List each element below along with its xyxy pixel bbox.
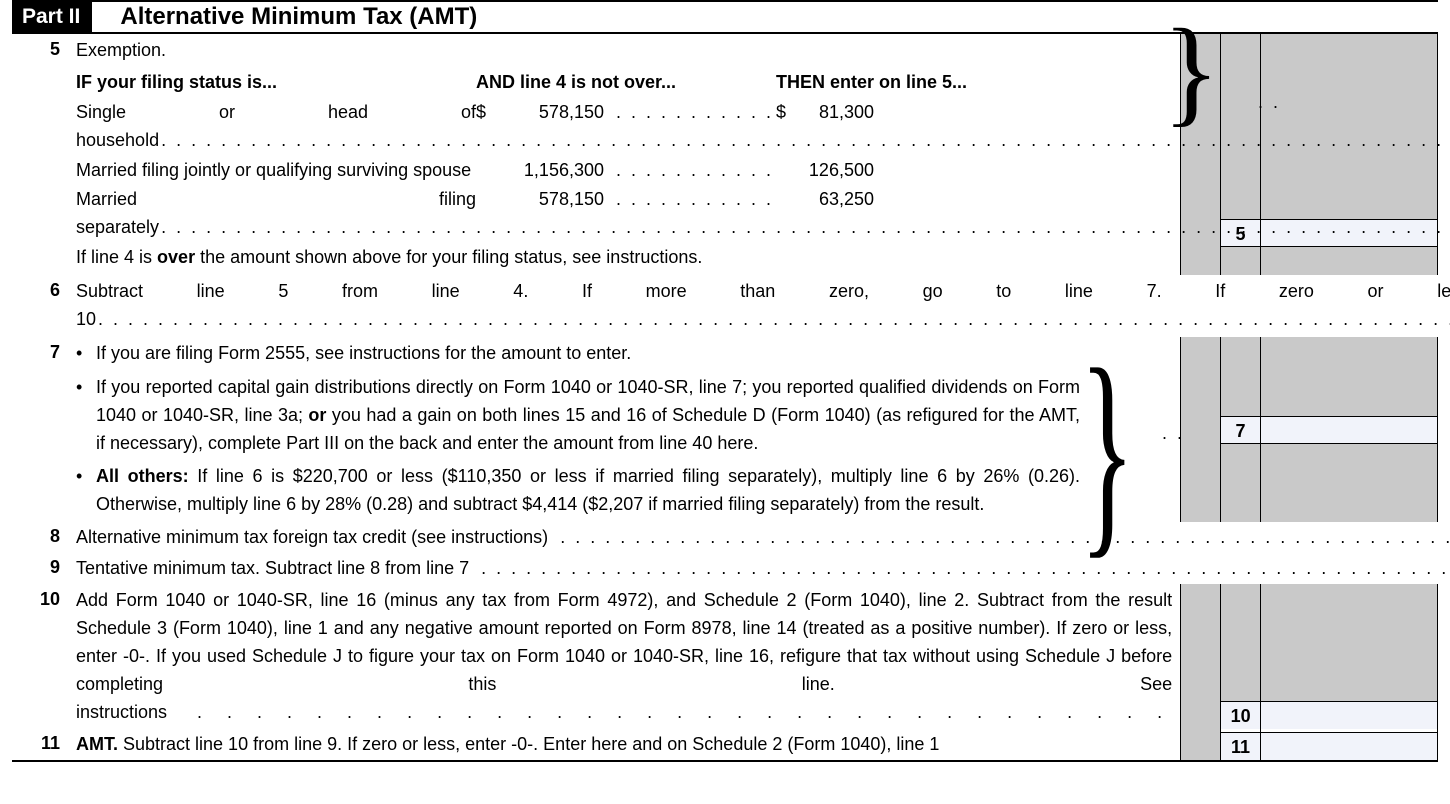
curly-brace-icon: } <box>1162 11 1220 131</box>
line-5: 5 Exemption. IF your filing status is...… <box>12 34 1438 275</box>
line-5-exemption-head: Exemption. <box>76 37 1180 65</box>
form-part-ii: Part II Alternative Minimum Tax (AMT) 5 … <box>0 0 1450 762</box>
dot-leader <box>469 555 1450 583</box>
exemption-value: 126,500 <box>800 157 880 185</box>
line-number: 9 <box>12 555 76 583</box>
line-box-number: 11 <box>1221 732 1260 760</box>
line-box-number: 7 <box>1221 416 1260 444</box>
curly-brace-icon: } <box>1079 335 1134 565</box>
col-exemption: THEN enter on line 5... <box>776 69 967 97</box>
part-label: Part II <box>12 2 92 32</box>
bullet-icon: • <box>76 374 96 458</box>
amt-label: AMT. <box>76 734 118 754</box>
line-number: 8 <box>12 524 76 552</box>
line-8-text: Alternative minimum tax foreign tax cred… <box>76 524 548 552</box>
filing-status: Married filing jointly or qualifying sur… <box>76 160 471 180</box>
amount-field-line-7[interactable] <box>1261 416 1437 444</box>
bullet-icon: • <box>76 340 96 368</box>
line-9-text: Tentative minimum tax. Subtract line 8 f… <box>76 555 469 583</box>
gray-gutter <box>1180 584 1220 729</box>
dot-leader: . . . . . . . . . . . . . . . . . . . . … <box>96 309 1450 329</box>
table-row: Married filing jointly or qualifying sur… <box>76 157 1180 185</box>
limit-value: 578,150 <box>500 186 610 242</box>
line-8: 8 Alternative minimum tax foreign tax cr… <box>12 522 1438 553</box>
gray-spacer <box>1221 444 1260 523</box>
col-filing-status: IF your filing status is... <box>76 69 476 97</box>
exemption-value: 81,300 <box>800 99 880 155</box>
dollar-sign: $ <box>476 99 500 155</box>
line-5-tail: If line 4 is over the amount shown above… <box>76 244 1180 272</box>
col-line4-limit: AND line 4 is not over... <box>476 69 776 97</box>
amount-field-line-11[interactable] <box>1261 732 1437 760</box>
dot-leader <box>548 524 1450 552</box>
amount-field-line-10[interactable] <box>1261 701 1437 729</box>
line-number: 6 <box>12 278 76 334</box>
line-11-text: Subtract line 10 from line 9. If zero or… <box>118 734 939 754</box>
dot-leader: .. <box>1162 420 1192 448</box>
line-10: 10 Add Form 1040 or 1040-SR, line 16 (mi… <box>12 584 1438 729</box>
dot-leader <box>614 99 776 155</box>
bullet-item: •If you are filing Form 2555, see instru… <box>76 340 1080 368</box>
line-9: 9 Tentative minimum tax. Subtract line 8… <box>12 553 1438 584</box>
bullet-item: •If you reported capital gain distributi… <box>76 374 1080 458</box>
limit-value: 1,156,300 <box>500 157 610 185</box>
line-box-number: 10 <box>1221 701 1260 729</box>
part-header: Part II Alternative Minimum Tax (AMT) <box>12 0 1438 34</box>
table-row: Single or head of household $578,150 $81… <box>76 99 1180 155</box>
line-number: 10 <box>12 587 76 726</box>
line-11: 11 AMT. Subtract line 10 from line 9. If… <box>12 729 1438 762</box>
gray-spacer <box>1261 247 1437 275</box>
dot-leader <box>614 157 776 185</box>
dollar-sign: $ <box>776 99 800 155</box>
gray-spacer <box>1261 444 1437 523</box>
line-7: 7 •If you are filing Form 2555, see inst… <box>12 337 1438 522</box>
bullet-icon: • <box>76 463 96 519</box>
gray-gutter <box>1180 729 1220 760</box>
line-number: 11 <box>12 731 76 759</box>
gray-spacer <box>1221 247 1260 275</box>
line-number: 5 <box>12 37 76 272</box>
dot-leader: . . . . . . . . . . . . . . . . . . . . … <box>167 702 1172 722</box>
dot-leader <box>614 186 776 242</box>
limit-value: 578,150 <box>500 99 610 155</box>
line-6: 6 Subtract line 5 from line 4. If more t… <box>12 275 1438 337</box>
part-title: Alternative Minimum Tax (AMT) <box>92 3 477 31</box>
exemption-table-header: IF your filing status is... AND line 4 i… <box>76 69 1180 97</box>
line-number: 7 <box>12 340 76 519</box>
dot-leader: .. <box>1258 89 1288 117</box>
table-row: Married filing separately 578,150 63,250 <box>76 186 1180 242</box>
bullet-item: •All others: If line 6 is $220,700 or le… <box>76 463 1080 519</box>
exemption-value: 63,250 <box>800 186 880 242</box>
